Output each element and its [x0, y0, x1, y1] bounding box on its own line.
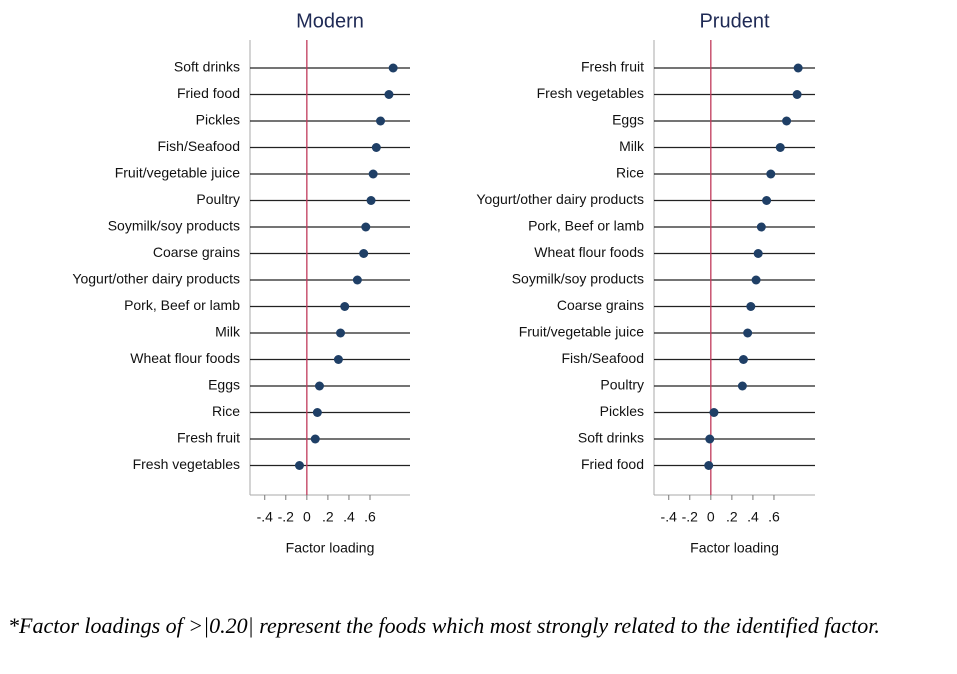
y-tick-label: Pork, Beef or lamb — [528, 218, 644, 234]
y-tick-label: Soymilk/soy products — [512, 271, 644, 287]
x-tick-label: 0 — [303, 509, 311, 525]
dot — [793, 63, 803, 73]
y-tick-label: Fried food — [581, 456, 644, 472]
x-tick-label: .2 — [322, 509, 334, 525]
chart-title: Prudent — [699, 10, 769, 32]
y-tick-label: Fresh fruit — [177, 430, 240, 446]
dot — [738, 355, 748, 364]
y-tick-label: Yogurt/other dairy products — [72, 271, 240, 287]
y-tick-label: Coarse grains — [557, 297, 644, 313]
y-tick-label: Wheat flour foods — [534, 244, 644, 260]
y-tick-label: Eggs — [612, 112, 644, 128]
dot — [388, 63, 398, 73]
x-tick-label: -.2 — [682, 509, 699, 525]
y-tick-label: Fresh fruit — [581, 59, 644, 75]
dot — [376, 116, 386, 126]
dot — [312, 408, 322, 417]
x-tick-label: .4 — [343, 509, 355, 525]
dot — [333, 355, 343, 364]
y-tick-label: Rice — [616, 165, 644, 181]
y-tick-label: Fruit/vegetable juice — [519, 324, 645, 340]
x-tick-label: -.4 — [257, 509, 274, 525]
dot — [336, 328, 346, 338]
dot — [314, 381, 324, 391]
dot — [294, 461, 304, 470]
y-tick-label: Fresh vegetables — [537, 85, 644, 101]
dot — [310, 434, 320, 444]
x-tick-label: .4 — [747, 509, 759, 525]
chart-title: Modern — [296, 10, 364, 32]
y-tick-label: Milk — [215, 324, 241, 340]
y-tick-label: Fruit/vegetable juice — [115, 165, 241, 181]
dot — [746, 302, 756, 311]
dot — [775, 143, 785, 152]
y-tick-label: Wheat flour foods — [130, 350, 240, 366]
y-tick-label: Soft drinks — [174, 59, 240, 75]
x-tick-label: -.4 — [661, 509, 678, 525]
dot — [368, 169, 378, 179]
dot — [782, 116, 792, 126]
dot — [751, 275, 761, 285]
x-tick-label: .6 — [768, 509, 780, 525]
footnote: *Factor loadings of >|0.20| represent th… — [8, 613, 880, 638]
dot — [709, 408, 719, 417]
x-axis-label: Factor loading — [286, 540, 375, 556]
y-tick-label: Soymilk/soy products — [108, 218, 240, 234]
y-tick-label: Poultry — [600, 377, 644, 393]
y-tick-label: Pickles — [600, 403, 644, 419]
y-tick-label: Fish/Seafood — [158, 138, 241, 154]
y-tick-label: Yogurt/other dairy products — [476, 191, 644, 207]
chart: Modern Soft drinks Fried food Pickles Fish/S… — [72, 10, 815, 556]
x-tick-label: 0 — [707, 509, 715, 525]
dot — [756, 222, 766, 232]
y-tick-label: Soft drinks — [578, 430, 644, 446]
dot — [366, 196, 376, 205]
dot — [384, 90, 394, 99]
dot — [743, 328, 753, 338]
y-tick-label: Poultry — [196, 191, 240, 207]
y-tick-label: Milk — [619, 138, 645, 154]
dot — [361, 222, 371, 232]
dot — [352, 275, 362, 285]
dot — [737, 381, 747, 391]
y-tick-label: Coarse grains — [153, 244, 240, 260]
y-tick-label: Eggs — [208, 377, 240, 393]
dot — [705, 434, 715, 444]
dot — [704, 461, 714, 470]
dot — [371, 143, 381, 152]
y-tick-label: Pickles — [196, 112, 240, 128]
dot — [359, 249, 369, 258]
y-tick-label: Pork, Beef or lamb — [124, 297, 240, 313]
y-tick-label: Rice — [212, 403, 240, 419]
dot — [762, 196, 772, 205]
x-tick-label: -.2 — [278, 509, 295, 525]
dot — [792, 90, 802, 99]
y-tick-label: Fresh vegetables — [133, 456, 240, 472]
dot — [766, 169, 776, 179]
x-axis-label: Factor loading — [690, 540, 779, 556]
x-tick-label: .2 — [726, 509, 738, 525]
dot — [753, 249, 763, 258]
dot — [340, 302, 350, 311]
x-tick-label: .6 — [364, 509, 376, 525]
y-tick-label: Fish/Seafood — [562, 350, 645, 366]
y-tick-label: Fried food — [177, 85, 240, 101]
